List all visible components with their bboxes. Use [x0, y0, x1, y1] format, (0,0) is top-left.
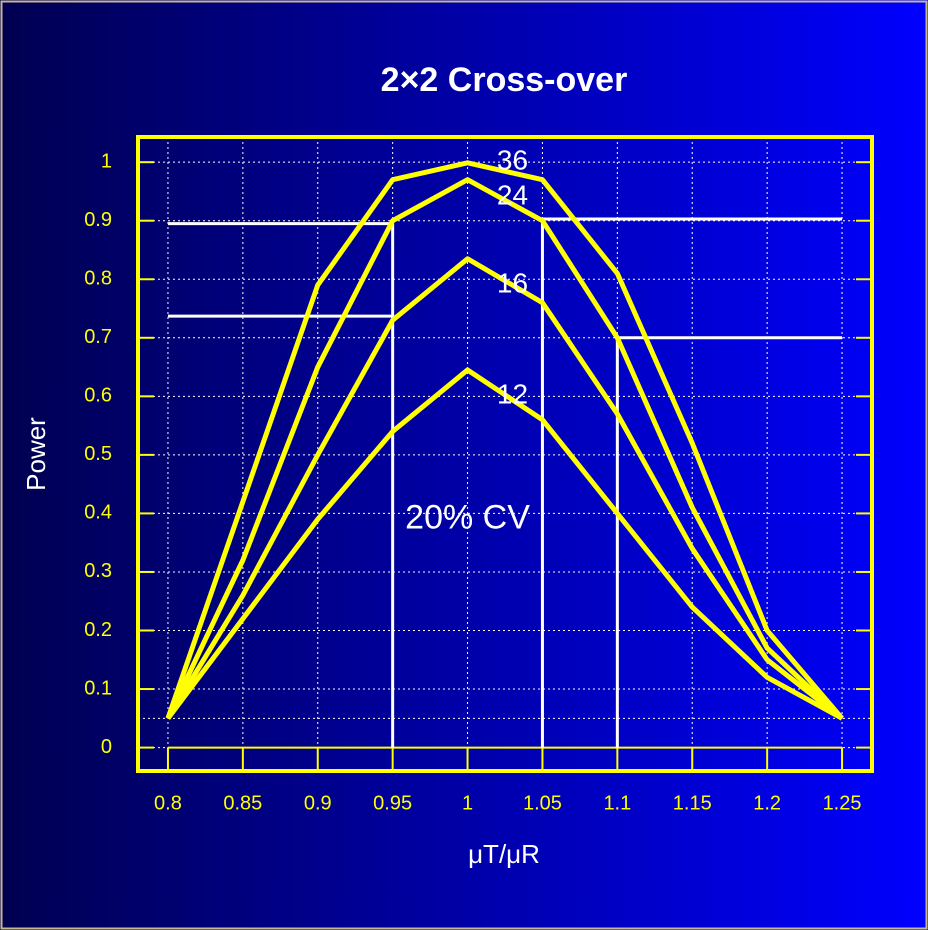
series-label: 24: [497, 180, 528, 211]
y-tick-label: 1: [101, 150, 112, 172]
y-tick-label: 0.4: [84, 502, 112, 524]
x-tick-label: 1.05: [523, 792, 562, 814]
y-tick-label: 0.6: [84, 385, 112, 407]
y-tick-label: 0.8: [84, 268, 112, 290]
series-label: 12: [497, 379, 528, 410]
series-label: 36: [497, 145, 528, 176]
power-curve: [165, 367, 844, 721]
power-curve: [165, 177, 844, 721]
x-tick-label: 0.8: [154, 792, 182, 814]
x-tick-label: 0.9: [304, 792, 332, 814]
x-tick-label: 1.15: [673, 792, 712, 814]
x-tick-label: 1: [462, 792, 473, 814]
y-tick-label: 0.2: [84, 619, 112, 641]
x-tick-label: 1.1: [603, 792, 631, 814]
y-tick-label: 0.3: [84, 560, 112, 582]
plot-frame: [136, 135, 874, 773]
power-curve: [165, 160, 844, 720]
annotation: 20% CV: [405, 498, 530, 536]
x-tick-label: 0.85: [223, 792, 262, 814]
y-tick-label: 0: [101, 736, 112, 758]
power-curve: [165, 256, 844, 721]
y-tick-label: 0.7: [84, 326, 112, 348]
y-axis-label: Power: [21, 417, 51, 491]
x-tick-label: 0.95: [373, 792, 412, 814]
y-tick-label: 0.5: [84, 443, 112, 465]
x-tick-label: 1.25: [823, 792, 862, 814]
y-tick-label: 0.9: [84, 209, 112, 231]
y-tick-label: 0.1: [84, 677, 112, 699]
series-label: 16: [497, 267, 528, 298]
x-tick-label: 1.2: [753, 792, 781, 814]
chart-title: 2×2 Cross-over: [381, 61, 628, 99]
x-axis-label: μT/μR: [468, 839, 540, 869]
